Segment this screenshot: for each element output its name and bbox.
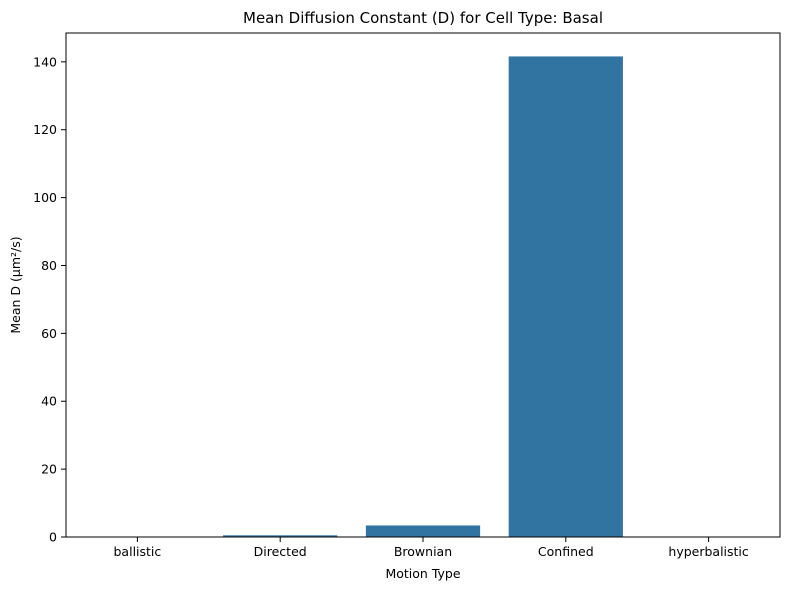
x-tick-label: Directed <box>254 544 307 559</box>
x-tick-label: hyperbalistic <box>668 544 749 559</box>
x-axis-ticks: ballistic Directed Brownian Confined hyperba… <box>114 537 749 559</box>
bar-confined <box>508 56 623 538</box>
x-axis-label: Motion Type <box>385 566 460 581</box>
plot-area-frame <box>65 32 781 538</box>
y-tick-label: 40 <box>41 394 57 409</box>
y-tick-label: 60 <box>41 326 57 341</box>
y-axis-label: Mean D (µm²/s) <box>8 236 23 333</box>
chart-title: Mean Diffusion Constant (D) for Cell Typ… <box>243 9 603 27</box>
x-tick-label: ballistic <box>114 544 162 559</box>
y-tick-label: 80 <box>41 258 57 273</box>
bar-directed <box>223 535 338 537</box>
y-tick-label: 120 <box>33 122 57 137</box>
x-tick-label: Confined <box>538 544 594 559</box>
y-tick-label: 0 <box>49 530 57 545</box>
bar-brownian <box>365 525 481 537</box>
bars-layer <box>223 56 623 538</box>
y-tick-label: 140 <box>33 54 57 69</box>
x-tick-label: Brownian <box>394 544 452 559</box>
y-tick-label: 20 <box>41 462 57 477</box>
y-tick-label: 100 <box>33 190 57 205</box>
y-axis-ticks: 0 20 40 60 80 100 120 140 <box>33 54 66 545</box>
